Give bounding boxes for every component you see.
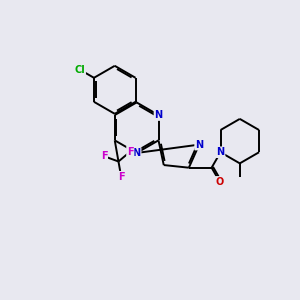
Text: N: N (217, 147, 225, 157)
Text: N: N (133, 148, 141, 158)
Text: F: F (100, 151, 107, 161)
Text: N: N (195, 140, 203, 150)
Text: Cl: Cl (74, 64, 85, 75)
Text: F: F (118, 172, 124, 182)
Text: O: O (216, 177, 224, 187)
Text: N: N (154, 110, 163, 120)
Text: F: F (127, 147, 134, 157)
